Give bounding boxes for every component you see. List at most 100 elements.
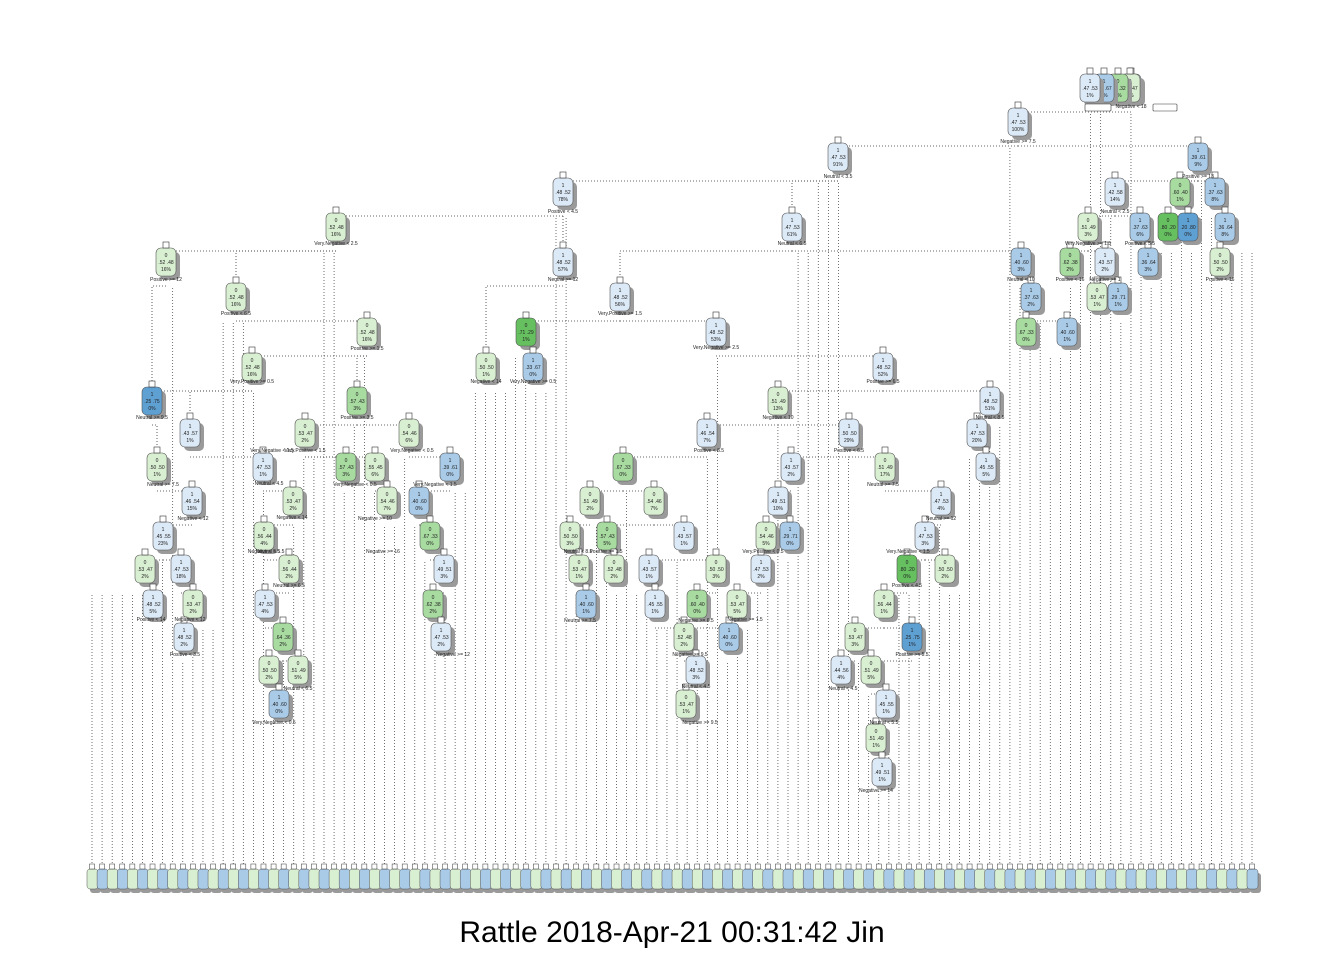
node-probabilities: .47 .53 — [1010, 120, 1026, 126]
tree-node: 0.60 .400% — [686, 583, 711, 622]
split-label: Neutral < 5.5 — [870, 720, 899, 726]
node-percentage: 2% — [610, 574, 618, 580]
node-class: 0 — [613, 560, 616, 566]
leaf-box — [893, 868, 906, 890]
leaf-box — [328, 868, 341, 890]
leaf-box — [1045, 868, 1057, 890]
leaf-box — [86, 868, 99, 890]
leaf-id-tab — [1017, 863, 1023, 870]
node-percentage: 2% — [941, 574, 949, 580]
leaf-id-tab — [785, 863, 791, 870]
node-id-tab — [921, 515, 929, 523]
split-label: Positive < 16 — [1206, 277, 1235, 283]
node-id-tab — [177, 548, 185, 556]
tree-edge — [335, 215, 563, 217]
node-class: 0 — [578, 560, 581, 566]
tree-edge — [792, 250, 1022, 252]
node-id-tab — [522, 311, 530, 319]
leaf-id-tab — [704, 863, 711, 870]
node-class: 1 — [585, 595, 588, 601]
split-label: Positive < 6.5 — [221, 311, 251, 317]
node-probabilities: .45 .55 — [978, 465, 994, 471]
split-label: Very.Negative < 0.5 — [252, 720, 296, 726]
node-id-tab — [1164, 206, 1172, 214]
node-id-tab — [867, 649, 875, 657]
leaf-id-tab — [1188, 863, 1195, 870]
leaf-box — [338, 868, 351, 890]
node-id-tab — [232, 276, 240, 284]
leaf-box — [702, 868, 714, 890]
node-id-tab — [757, 548, 765, 556]
tree-node: 0.52 .482% — [603, 548, 628, 587]
node-class: 1 — [1117, 288, 1120, 294]
split-label: Very.Positive < 0.5 — [742, 549, 783, 555]
node-probabilities: .50 .50 — [841, 431, 857, 437]
node-class: 0 — [777, 392, 780, 398]
node-percentage: 1% — [1086, 93, 1094, 99]
leaf-box — [1075, 868, 1087, 890]
node-id-tab — [189, 583, 197, 591]
leaf-box — [1246, 868, 1259, 890]
tree-edge — [356, 355, 367, 391]
node-probabilities: .68 .32 — [1110, 86, 1126, 92]
node-percentage: 2% — [289, 506, 297, 512]
node-class: 1 — [789, 527, 792, 533]
node-percentage: 16% — [161, 267, 172, 273]
node-percentage: 3% — [1144, 267, 1152, 273]
node-class: 1 — [183, 628, 186, 634]
node-class: 1 — [449, 458, 452, 464]
split-label: Very.Negative < 2.5 — [314, 241, 358, 247]
tree-node: 0.50 .503% — [705, 548, 730, 587]
split-label: Negative < 18 — [1116, 104, 1147, 110]
node-percentage: 2% — [189, 609, 197, 615]
leaf-id-tab — [865, 863, 872, 870]
node-percentage: 52% — [878, 372, 889, 378]
node-percentage: 1% — [680, 541, 688, 547]
node-probabilities: .51 .49 — [863, 668, 879, 674]
tree-node: 1.45 .555% — [975, 446, 1000, 485]
node-id-tab — [1136, 206, 1144, 214]
tree-node: 0.54 .465% — [755, 515, 780, 554]
split-label: Negative >= 16 — [366, 549, 400, 555]
leaf-box — [782, 868, 795, 890]
leaf-box — [823, 868, 835, 890]
node-percentage: 2% — [1066, 267, 1074, 273]
node-percentage: 4% — [937, 506, 945, 512]
leaf-id-tab — [1007, 863, 1013, 870]
node-probabilities: .48 .52 — [555, 260, 571, 266]
leaf-box — [399, 868, 411, 890]
split-labels: Negative < 18 Negative >= 7.5 Neutral < 3.… — [136, 103, 1235, 794]
node-percentage: 3% — [1084, 232, 1092, 238]
node-percentage: 10% — [773, 506, 784, 512]
node-class: 0 — [606, 527, 609, 533]
node-class: 0 — [944, 560, 947, 566]
node-class: 0 — [1219, 253, 1222, 259]
node-id-tab — [149, 583, 157, 591]
node-probabilities: .33 .67 — [525, 365, 541, 371]
node-id-tab — [482, 346, 490, 354]
node-id-tab — [651, 583, 659, 591]
tree-edge — [837, 145, 1018, 147]
tree-node: 0.53 .472% — [134, 548, 159, 587]
node-id-tab — [141, 548, 149, 556]
leaf-id-tab — [1057, 863, 1064, 870]
tree-node: 0.62 .382% — [1059, 241, 1084, 280]
node-class: 1 — [840, 661, 843, 667]
node-percentage: 6% — [371, 472, 379, 478]
node-id-tab — [837, 649, 845, 657]
node-probabilities: .40 .60 — [1013, 260, 1029, 266]
node-probabilities: .47 .53 — [173, 567, 189, 573]
node-id-tab — [1176, 171, 1184, 179]
node-id-tab — [289, 480, 297, 488]
node-percentage: 0% — [148, 406, 156, 412]
node-probabilities: .50 .50 — [708, 567, 724, 573]
node-class: 1 — [728, 628, 731, 634]
node-probabilities: .57 .43 — [338, 465, 354, 471]
node-probabilities: .43 .57 — [783, 465, 799, 471]
node-class: 0 — [683, 628, 686, 634]
node-percentage: 1% — [645, 574, 653, 580]
node-probabilities: .51 .49 — [582, 499, 598, 505]
